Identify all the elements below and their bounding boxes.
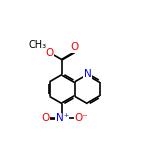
- Text: N: N: [84, 69, 91, 79]
- Text: O⁻: O⁻: [74, 113, 88, 123]
- Text: O: O: [71, 42, 79, 52]
- Text: CH₃: CH₃: [29, 40, 47, 50]
- Text: O: O: [45, 48, 54, 57]
- Text: N⁺: N⁺: [55, 113, 69, 123]
- Text: O: O: [41, 113, 50, 123]
